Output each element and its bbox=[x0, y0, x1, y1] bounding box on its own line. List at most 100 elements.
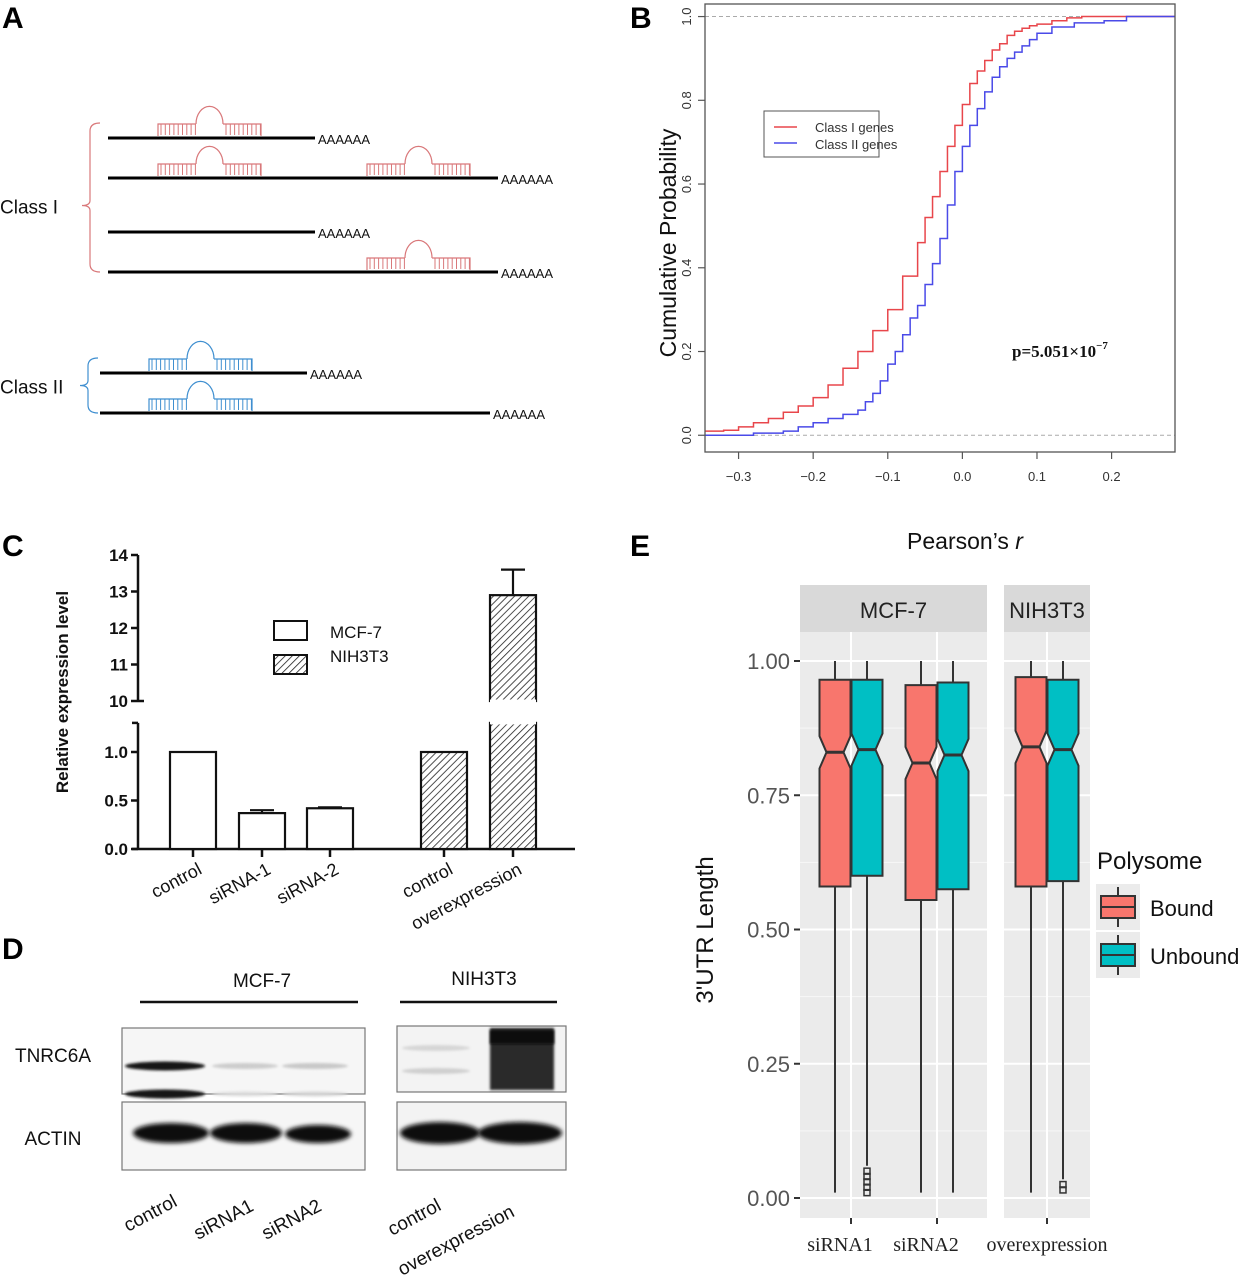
outlier-point bbox=[1059, 1180, 1067, 1189]
x-tick-label: −0.3 bbox=[726, 469, 752, 484]
y-tick-label: 12 bbox=[109, 619, 128, 638]
blot-nih3t3-actin bbox=[396, 1101, 567, 1171]
hairpin-stem bbox=[157, 123, 196, 136]
polya-tail: AAAAAA bbox=[493, 407, 545, 422]
x-tick-label: siRNA2 bbox=[893, 1234, 959, 1256]
x-tick-label: −0.2 bbox=[800, 469, 826, 484]
legend: Polysome Bound Unbound bbox=[1096, 848, 1239, 978]
hairpin-loop bbox=[404, 239, 433, 259]
y-tick-label: 11 bbox=[110, 656, 128, 675]
class-group-2: Class II AAAAAA AAAAAA bbox=[0, 340, 545, 422]
blot-mcf7-actin bbox=[121, 1101, 366, 1171]
legend-label-mcf7: MCF-7 bbox=[330, 623, 382, 642]
bar-control bbox=[419, 750, 469, 851]
hairpin-loop bbox=[195, 145, 224, 165]
hairpin-loop bbox=[186, 340, 215, 360]
ecdf-line-class-i bbox=[705, 15, 1175, 432]
y-tick-label: 0.5 bbox=[104, 792, 128, 811]
y-tick-label: 1.0 bbox=[104, 743, 128, 762]
legend-label: Unbound bbox=[1150, 944, 1239, 969]
box-siRNA1-unbound bbox=[850, 661, 884, 1197]
y-tick-label: 13 bbox=[109, 583, 128, 602]
hairpin-stem bbox=[432, 163, 471, 176]
facet-label: MCF-7 bbox=[860, 598, 927, 623]
legend-key-unbound: Unbound bbox=[1096, 932, 1239, 978]
y-tick-label: 0.4 bbox=[679, 259, 694, 277]
transcript: AAAAAA bbox=[108, 105, 370, 147]
bar-control bbox=[168, 750, 218, 851]
hairpin-stem bbox=[366, 257, 405, 270]
band bbox=[282, 1063, 348, 1069]
legend-box bbox=[763, 110, 880, 158]
y-tick-label: 1.0 bbox=[679, 8, 694, 26]
y-axis-label: Relative expression level bbox=[53, 591, 72, 793]
band bbox=[282, 1091, 348, 1097]
y-axis-label: Cumulative Probability bbox=[655, 128, 681, 357]
class-bracket bbox=[79, 357, 99, 414]
blot-nih3t3-tnrc6a bbox=[396, 1025, 567, 1093]
ecdf-line-class-ii bbox=[705, 15, 1175, 437]
transcript: AAAAAA bbox=[100, 380, 545, 422]
panel-b-letter: B bbox=[630, 2, 652, 35]
transcript: AAAAAA bbox=[108, 226, 370, 241]
transcript: AAAAAA bbox=[108, 239, 553, 281]
legend-label-class-ii: Class II genes bbox=[815, 137, 898, 152]
x-tick-label: siRNA1 bbox=[807, 1234, 873, 1256]
bar-overexpression-lower bbox=[488, 721, 538, 851]
hairpin-stem bbox=[432, 257, 471, 270]
y-tick-label: 0.6 bbox=[679, 175, 694, 193]
box-body bbox=[936, 681, 970, 891]
panel-d-western-blot: MCF-7 NIH3T3 TNRC6A ACTIN control siRNA1… bbox=[15, 969, 567, 1280]
x-tick-label: overexpression bbox=[986, 1234, 1107, 1256]
y-tick-label: 0.2 bbox=[679, 342, 694, 360]
band bbox=[210, 1123, 282, 1143]
y-tick-label: 0.25 bbox=[747, 1052, 790, 1077]
box-body bbox=[850, 678, 884, 877]
panel-a-letter: A bbox=[2, 2, 24, 35]
p-value-annotation: p=5.051×10−7 bbox=[1012, 340, 1108, 361]
polya-tail: AAAAAA bbox=[310, 367, 362, 382]
legend-swatch-nih3t3 bbox=[273, 654, 308, 675]
legend-title: Polysome bbox=[1097, 848, 1202, 875]
y-tick-label: 0.50 bbox=[747, 918, 790, 943]
panel-a-diagram: Class I AAAAAA AAAAAA AAAAAA AAAAAA Class II A… bbox=[0, 105, 553, 422]
legend: MCF-7 NIH3T3 bbox=[273, 620, 389, 675]
band bbox=[478, 1122, 562, 1144]
band bbox=[402, 1045, 470, 1051]
facet-label: NIH3T3 bbox=[1009, 598, 1085, 623]
class-label: Class II bbox=[0, 378, 63, 399]
band bbox=[490, 1030, 554, 1044]
panel-d-letter: D bbox=[2, 933, 24, 966]
hairpin-loop bbox=[186, 380, 215, 400]
legend-swatch-mcf7 bbox=[273, 620, 308, 641]
row-label-tnrc6a: TNRC6A bbox=[15, 1046, 91, 1067]
hairpin-stem bbox=[366, 163, 405, 176]
band bbox=[285, 1125, 351, 1143]
box-overexpression-unbound bbox=[1046, 661, 1080, 1194]
hairpin-stem bbox=[148, 398, 187, 411]
y-axis-label: 3'UTR Length bbox=[692, 856, 719, 1003]
y-tick-label: 10 bbox=[109, 692, 128, 711]
y-tick-label: 0.8 bbox=[679, 91, 694, 109]
hairpin-stem bbox=[223, 123, 262, 136]
x-tick-label: 0.0 bbox=[953, 469, 971, 484]
polya-tail: AAAAAA bbox=[501, 172, 553, 187]
plot-frame bbox=[704, 3, 1176, 453]
band bbox=[133, 1123, 209, 1143]
box-body bbox=[904, 684, 938, 901]
row-label-actin: ACTIN bbox=[25, 1129, 82, 1150]
class-bracket bbox=[81, 122, 101, 273]
transcript: AAAAAA bbox=[100, 340, 362, 382]
legend-label: Bound bbox=[1150, 896, 1214, 921]
band bbox=[212, 1063, 278, 1069]
legend-label-nih3t3: NIH3T3 bbox=[330, 647, 389, 666]
facet-strip bbox=[1004, 585, 1090, 632]
polya-tail: AAAAAA bbox=[501, 266, 553, 281]
legend-key-bound: Bound bbox=[1096, 884, 1214, 930]
y-tick-label: 0.00 bbox=[747, 1186, 790, 1211]
y-tick-label: 1.00 bbox=[747, 649, 790, 674]
hairpin-stem bbox=[214, 398, 253, 411]
band bbox=[400, 1122, 480, 1144]
group-label-mcf7: MCF-7 bbox=[233, 971, 291, 992]
